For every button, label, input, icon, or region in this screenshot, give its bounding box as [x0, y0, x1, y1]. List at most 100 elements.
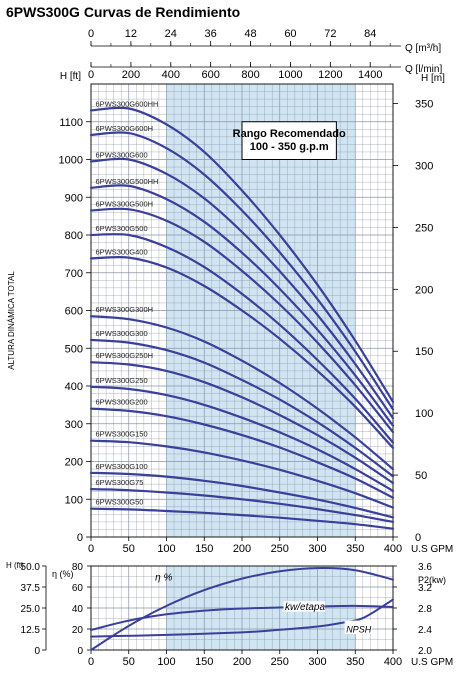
sub-curves: η % kw/etapa NPSH: [90, 567, 394, 651]
y-right-tick-label: 100: [415, 408, 433, 420]
npsh-series-label: NPSH: [346, 624, 372, 634]
series-label: 6PWS300G600: [96, 150, 148, 159]
y-tick-label: 1000: [59, 155, 83, 167]
top-tick-label-m3h: 48: [244, 28, 256, 40]
x-tick-label: 350: [346, 543, 364, 555]
y-right-unit-label: H [m]: [421, 73, 445, 84]
power-axis-label: P2(kw): [418, 575, 446, 585]
series-label: 6PWS300G200: [96, 398, 148, 407]
y-left-unit-label: H [ft]: [60, 71, 81, 82]
series-line: [89, 315, 395, 471]
chart-title: 6PWS300G Curvas de Rendimiento: [6, 4, 240, 20]
series-label: 6PWS300G75: [96, 478, 144, 487]
series-label: 6PWS300G100: [96, 462, 148, 471]
y-axis-left: 0 100 200 300 400 500 600 700 800 900 1000 1100 H [f…: [7, 71, 91, 544]
x-axis-label: U.S GPM: [411, 544, 453, 555]
y-right-tick-label: 250: [415, 222, 433, 234]
top-tick-label-lmin: 800: [241, 69, 259, 81]
sub-x-tick-label: 300: [308, 656, 326, 668]
y-tick-label: 700: [65, 268, 83, 280]
sub-series-line: [90, 604, 394, 631]
y-right-tick-label: 300: [415, 160, 433, 172]
efficiency-power-npsh-chart: 0 12.5 25.0 37.5 50.0H (ft) 0 20 40 60 80η (%) 2.0…: [6, 561, 453, 668]
eff-axis-tick-label: 60: [72, 583, 84, 594]
y-right-tick-label: 0: [415, 532, 421, 544]
y-tick-label: 800: [65, 230, 83, 242]
sub-x-axis: 0 50 100 150 200 250 300 350 400 U.S GPM: [88, 650, 453, 668]
sub-x-tick-label: 150: [195, 656, 213, 668]
eff-axis-label: η (%): [52, 569, 74, 579]
series-label: 6PWS300G600HH: [96, 99, 159, 108]
series-label: 6PWS300G500HH: [96, 177, 159, 186]
x-tick-label: 150: [195, 543, 213, 555]
sub-x-tick-label: 0: [88, 656, 94, 668]
top-tick-label-lmin: 1400: [358, 69, 382, 81]
x-tick-label: 50: [123, 543, 135, 555]
series-label: 6PWS300G300: [96, 329, 148, 338]
series-line: [89, 471, 395, 519]
sub-x-axis-label: U.S GPM: [411, 657, 453, 668]
series-line: [89, 255, 395, 449]
y-right-tick-label: 350: [415, 99, 433, 111]
sub-series-line: [90, 567, 394, 651]
y-tick-label: 300: [65, 419, 83, 431]
series-line: [89, 361, 395, 485]
top-tick-label-m3h: 84: [364, 28, 376, 40]
series-line: [89, 157, 395, 420]
sub-x-tick-label: 200: [233, 656, 251, 668]
series-line: [89, 131, 395, 411]
eff-axis-tick-label: 80: [72, 562, 84, 573]
sub-x-tick-label: 250: [271, 656, 289, 668]
series-line: [89, 106, 395, 403]
x-tick-label: 400: [384, 543, 402, 555]
kw-series-label: kw/etapa: [285, 602, 325, 613]
sub-y-axes: 0 12.5 25.0 37.5 50.0H (ft) 0 20 40 60 80η (%) 2.0…: [6, 561, 446, 657]
series-line: [89, 507, 395, 530]
power-axis-tick-label: 2.0: [418, 646, 432, 657]
series-label: 6PWS300G150: [96, 430, 148, 439]
series-line: [89, 233, 395, 444]
x-tick-label: 0: [88, 543, 94, 555]
series-line: [89, 488, 395, 523]
top-tick-label-lmin: 200: [122, 69, 140, 81]
series-label: 6PWS300G600H: [96, 124, 154, 133]
top-tick-label-lmin: 1200: [318, 69, 342, 81]
x-tick-label: 250: [271, 543, 289, 555]
series-label: 6PWS300G500: [96, 224, 148, 233]
y-tick-label: 100: [65, 494, 83, 506]
top-tick-label-m3h: 12: [125, 28, 137, 40]
x-axis-bottom: 0 50 100 150 200 250 300 350 400 U.S GPM: [88, 537, 453, 555]
sub-x-tick-label: 350: [346, 656, 364, 668]
npsh-axis-label: H (ft): [6, 561, 24, 570]
y-tick-label: 0: [77, 532, 83, 544]
recommended-range-title: Rango Recomendado: [233, 128, 346, 140]
series-label: 6PWS300G400: [96, 247, 148, 256]
power-axis-tick-label: 3.6: [418, 562, 432, 573]
pump-curves: 6PWS300G50 6PWS300G75 6PWS300G100 6PWS300G1…: [89, 99, 395, 530]
sub-series-line: [90, 598, 394, 638]
npsh-label-bg: [344, 620, 372, 635]
y-tick-label: 1100: [59, 117, 83, 129]
top-axis-label-m3h: Q [m³/h]: [405, 43, 441, 54]
y-right-tick-label: 150: [415, 346, 433, 358]
eff-axis-tick-label: 20: [72, 625, 84, 636]
top-tick-label-lmin: 1000: [278, 69, 302, 81]
y-axis-title: ALTURA DINÁMICA TOTAL: [7, 271, 16, 370]
series-label: 6PWS300G500H: [96, 199, 154, 208]
eff-axis-tick-label: 40: [72, 604, 84, 615]
y-tick-label: 200: [65, 457, 83, 469]
power-axis-tick-label: 3.2: [418, 583, 432, 594]
top-tick-label-m3h: 36: [205, 28, 217, 40]
top-tick-label-lmin: 400: [162, 69, 180, 81]
series-label: 6PWS300G50: [96, 498, 144, 507]
kw-label-bg: [283, 601, 326, 612]
x-tick-label: 300: [308, 543, 326, 555]
series-line: [89, 184, 395, 427]
series-line: [89, 439, 395, 509]
top-axes: 0 12 24 36 48 60 72 84 0 200 400 600 800 1000 1200 1400…: [88, 28, 443, 81]
series-label: 6PWS300G300H: [96, 305, 154, 314]
top-tick-label-m3h: 24: [165, 28, 177, 40]
top-tick-label-m3h: 72: [324, 28, 336, 40]
top-axis-label-lmin: Q [l/min]: [405, 64, 442, 75]
